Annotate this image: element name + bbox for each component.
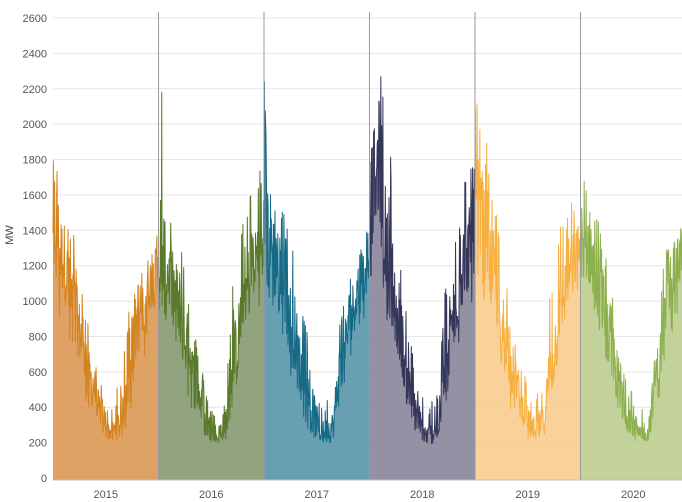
y-tick-label: 2400 [23,48,47,60]
y-tick-label: 1800 [23,155,47,167]
area-2015 [53,160,159,480]
y-tick-label: 1200 [23,261,47,273]
x-tick-label-2017: 2017 [305,489,329,501]
line-2017 [263,81,370,444]
y-tick-label: 2000 [23,119,47,131]
area-2017 [264,81,370,481]
y-axis-ticks: 0 200 400 600 800 1000 1200 1400 1600 1800 2000 220… [23,13,47,485]
year-separators [53,12,682,481]
series-lines [52,76,682,445]
y-tick-label: 600 [29,367,47,379]
y-tick-label: 2600 [23,13,47,25]
y-tick-label: 1000 [23,296,47,308]
y-axis-title: MW [4,225,16,245]
x-tick-label-2020: 2020 [621,489,645,501]
line-2018 [369,76,476,445]
area-2020 [580,181,682,480]
area-2019 [475,103,581,481]
line-2020 [580,180,682,442]
series-areas [53,76,682,481]
y-tick-label: 2200 [23,84,47,96]
area-2016 [158,92,264,480]
line-2016 [158,91,265,443]
x-tick-label-2015: 2015 [94,489,118,501]
line-2015 [52,160,159,441]
x-axis-ticks: 2015 2016 2017 2018 2019 2020 [94,489,646,501]
line-2019 [474,103,581,440]
y-tick-label: 0 [41,473,47,485]
y-tick-label: 800 [29,331,47,343]
y-tick-label: 200 [29,438,47,450]
x-tick-label-2019: 2019 [516,489,540,501]
y-tick-label: 1400 [23,225,47,237]
x-tick-label-2018: 2018 [410,489,434,501]
y-tick-label: 400 [29,402,47,414]
x-tick-label-2016: 2016 [199,489,223,501]
area-2018 [369,76,475,480]
y-tick-label: 1600 [23,190,47,202]
